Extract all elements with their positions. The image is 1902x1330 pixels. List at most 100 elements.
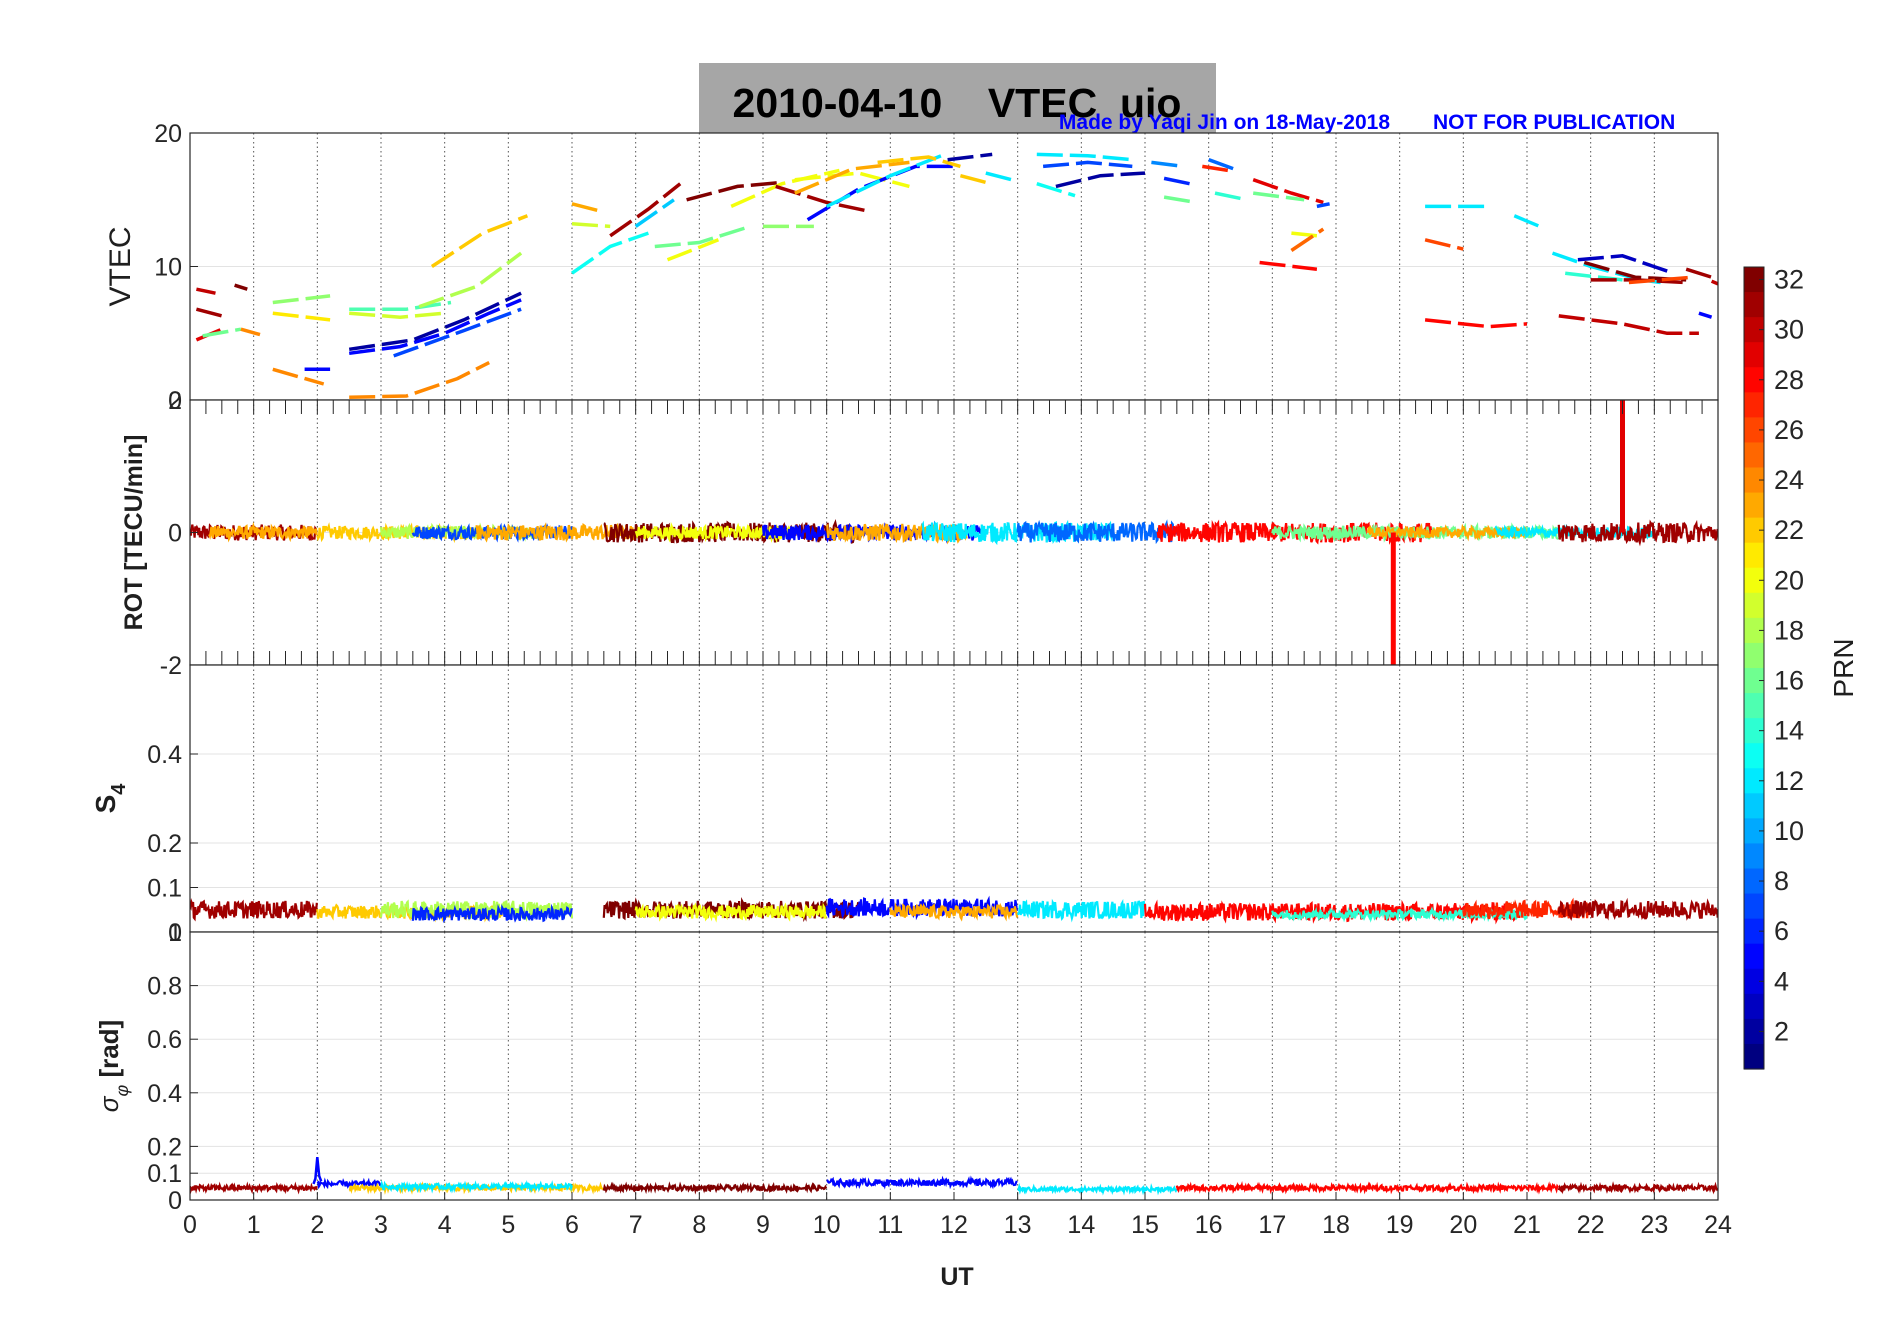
vtec-series-prn-30 (196, 287, 216, 295)
colorbar-swatch (1744, 342, 1764, 368)
x-tick-label: 14 (1067, 1211, 1095, 1239)
x-tick-label: 20 (1449, 1211, 1477, 1239)
vtec-series-prn-16 (202, 327, 242, 338)
trace-prn-23 (208, 521, 318, 543)
y-tick-label: 0.1 (147, 875, 182, 903)
x-tick-label: 0 (183, 1211, 197, 1239)
colorbar-tick-label: 12 (1774, 766, 1804, 796)
colorbar-swatch (1744, 392, 1764, 418)
colorbar-swatch (1744, 793, 1764, 819)
colorbar-swatch (1744, 467, 1764, 494)
colorbar-tick-label: 8 (1774, 866, 1789, 896)
y-tick-label: 0 (168, 387, 182, 415)
panel-data (190, 400, 1718, 665)
colorbar-tick-label: 32 (1774, 265, 1804, 295)
vtec-series-prn-15 (349, 300, 452, 311)
vtec-series-prn-24 (272, 367, 325, 386)
colorbar-swatch (1744, 1043, 1764, 1070)
y-tick-label: -2 (160, 652, 182, 680)
vtec-series-prn-30 (1558, 314, 1699, 336)
vtec-series-prn-31 (1590, 278, 1687, 285)
vtec-series-prn-18 (418, 251, 523, 309)
vtec-series-prn-16 (1252, 191, 1305, 202)
vtec-series-prn-22 (430, 214, 529, 268)
panel-background (190, 932, 1718, 1200)
y-tick-label: 0.1 (147, 1160, 182, 1188)
trace-prn-23 (889, 902, 1019, 922)
colorbar-tick-label: 30 (1774, 315, 1804, 345)
vtec-series-prn-12 (1513, 214, 1541, 229)
peak-prn-5 (312, 1156, 323, 1185)
x-tick-label: 11 (877, 1211, 903, 1239)
vtec-series-prn-32 (234, 283, 248, 291)
trace-prn-31 (1557, 1181, 1718, 1195)
x-tick-label: 6 (565, 1211, 579, 1239)
credit-text: Made by Yaqi Jin on 18-May-2018 (1059, 111, 1390, 134)
panel-data (195, 152, 1718, 400)
trace-prn-5 (316, 1177, 382, 1190)
vtec-series-prn-23 (794, 160, 910, 195)
colorbar-swatch (1744, 317, 1764, 343)
y-axis-label: S4 (90, 783, 130, 814)
vtec-series-prn-7 (1316, 202, 1330, 209)
vtec-series-prn-28 (1259, 260, 1318, 271)
vtec-series-prn-31 (775, 184, 866, 213)
x-tick-label: 24 (1704, 1211, 1732, 1239)
colorbar-tick-label: 14 (1774, 716, 1804, 746)
x-tick-label: 4 (438, 1211, 452, 1239)
vtec-series-prn-30 (1710, 279, 1718, 286)
vtec-series-prn-16 (1163, 195, 1197, 205)
y-tick-label: 0 (168, 1187, 182, 1215)
vtec-series-prn-17 (272, 294, 331, 305)
colorbar-swatch (1744, 567, 1764, 594)
colorbar-label: PRN (1828, 638, 1859, 697)
x-axis-label: UT (940, 1263, 973, 1291)
vtec-series-prn-13 (1036, 182, 1076, 198)
vtec-series-prn-12 (985, 171, 1012, 182)
vtec-series-prn-9 (1151, 160, 1184, 169)
colorbar-swatch (1744, 843, 1764, 870)
chart-title: 2010-04-10 VTEC uio (733, 80, 1182, 126)
colorbar-tick-label: 22 (1774, 515, 1804, 545)
vtec-series-prn-7 (393, 307, 522, 358)
vtec-series-prn-26 (1424, 238, 1464, 251)
y-tick-label: 0.6 (147, 1026, 182, 1054)
trace-prn-5 (826, 1175, 1018, 1190)
vtec-series-prn-29 (1252, 178, 1324, 205)
colorbar-tick-label: 4 (1774, 966, 1789, 996)
vtec-series-prn-5 (348, 298, 522, 356)
vtec-series-prn-26 (1628, 275, 1693, 285)
vtec-series-prn-22 (959, 174, 987, 185)
colorbar-swatch (1744, 918, 1764, 945)
colorbar-tick-label: 16 (1774, 666, 1804, 696)
x-tick-label: 5 (501, 1211, 515, 1239)
colorbar-tick-label: 18 (1774, 615, 1804, 645)
colorbar-tick-label: 2 (1774, 1016, 1789, 1046)
x-tick-label: 12 (940, 1211, 968, 1239)
colorbar-swatch (1744, 517, 1764, 544)
vtec-series-prn-7 (1042, 160, 1133, 169)
x-tick-label: 13 (1004, 1211, 1032, 1239)
title-box (699, 63, 1216, 135)
colorbar-tick-label: 20 (1774, 565, 1804, 595)
trace-prn-12 (379, 1179, 574, 1194)
trace-prn-31 (190, 1181, 318, 1195)
vtec-series-prn-20 (666, 238, 720, 262)
colorbar-swatch (1744, 642, 1764, 669)
x-tick-label: 8 (692, 1211, 706, 1239)
colorbar-swatch (1744, 743, 1764, 769)
colorbar-tick-label: 10 (1774, 816, 1804, 846)
y-tick-label: 0.2 (147, 1133, 182, 1161)
vtec-series-prn-12 (1036, 152, 1133, 162)
vtec-series-prn-16 (654, 224, 751, 249)
y-tick-label: 0.2 (147, 830, 182, 858)
not-for-publication-text: NOT FOR PUBLICATION (1433, 111, 1675, 134)
vtec-series-prn-8 (1208, 158, 1235, 171)
colorbar-swatch (1744, 868, 1764, 895)
panel-data (190, 1156, 1718, 1196)
colorbar-swatch (1744, 943, 1764, 970)
